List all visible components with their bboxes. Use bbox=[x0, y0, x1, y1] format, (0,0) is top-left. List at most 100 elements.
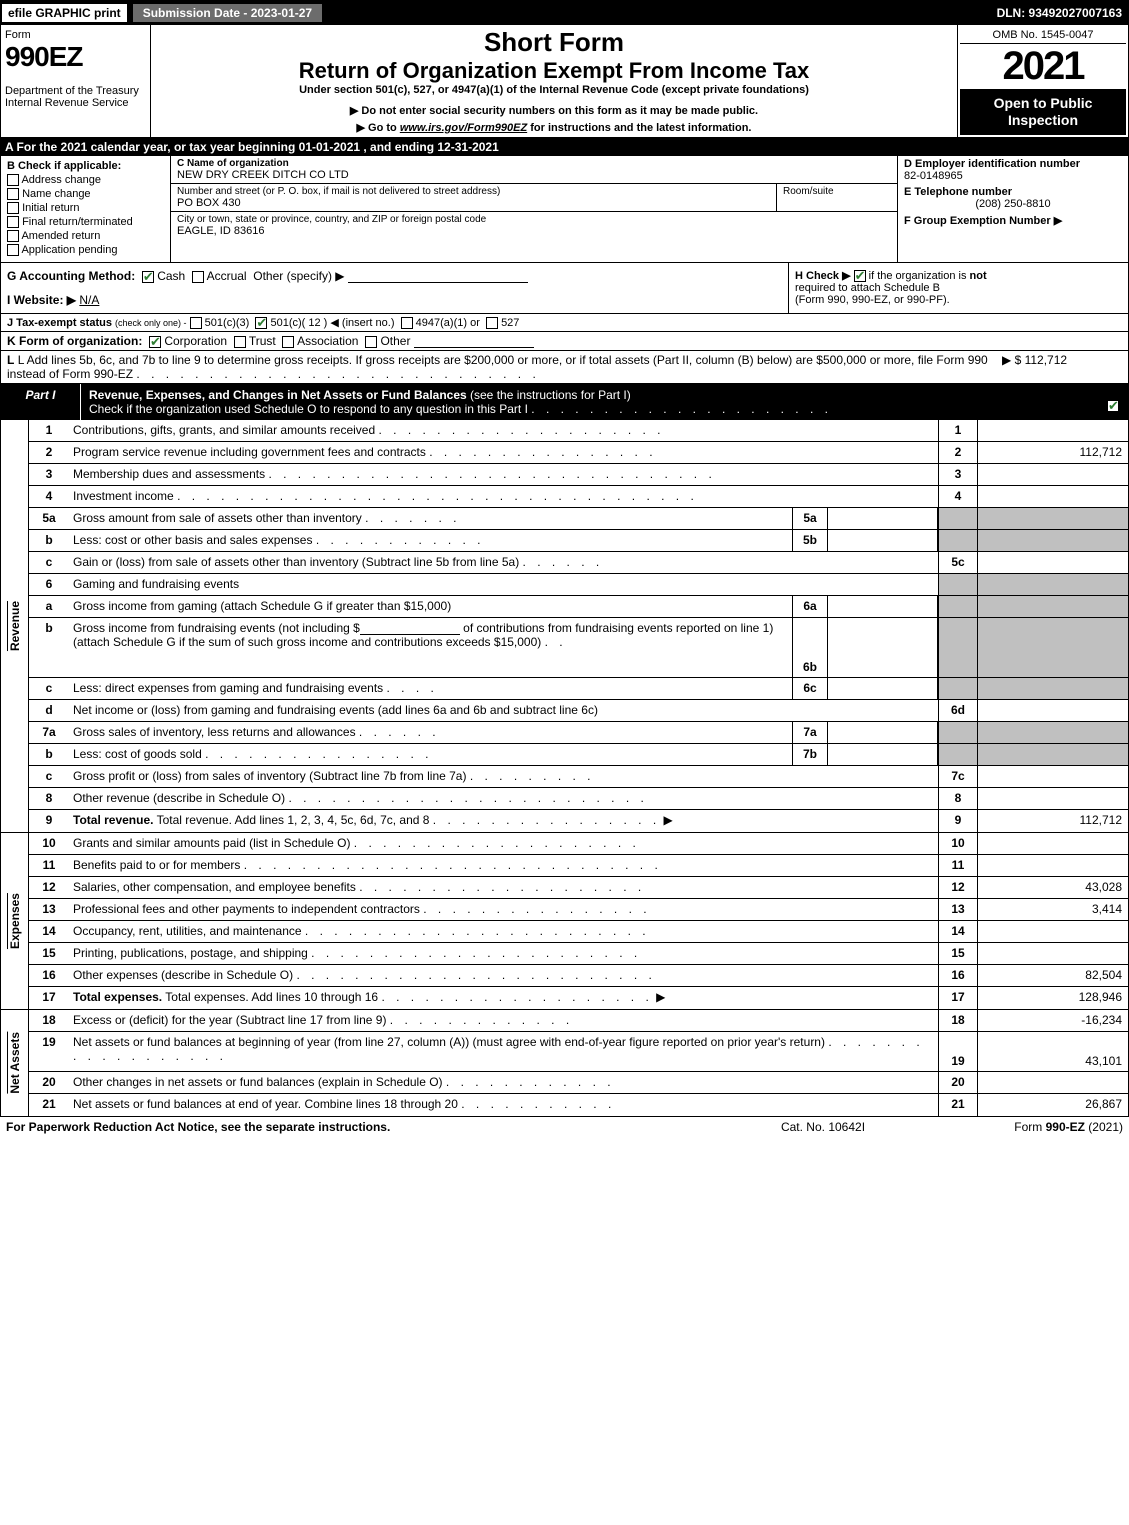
chk-trust[interactable] bbox=[234, 336, 246, 348]
chk-name-change[interactable]: Name change bbox=[7, 188, 164, 200]
org-name: NEW DRY CREEK DITCH CO LTD bbox=[177, 169, 891, 181]
header-mid: Short Form Return of Organization Exempt… bbox=[151, 25, 958, 137]
irs-label: Internal Revenue Service bbox=[5, 97, 146, 109]
part-i-label: Part I bbox=[1, 384, 81, 420]
row-j: J Tax-exempt status (check only one) - 5… bbox=[1, 314, 1128, 332]
ein-row: D Employer identification number 82-0148… bbox=[904, 158, 1122, 182]
chk-amended[interactable]: Amended return bbox=[7, 230, 164, 242]
l-value: ▶ $ 112,712 bbox=[1002, 353, 1122, 381]
paperwork-notice: For Paperwork Reduction Act Notice, see … bbox=[6, 1120, 723, 1134]
revenue-rows: 1Contributions, gifts, grants, and simil… bbox=[29, 420, 1128, 832]
room-cell: Room/suite bbox=[777, 184, 897, 211]
chk-527[interactable] bbox=[486, 317, 498, 329]
form-ref: Form 990-EZ (2021) bbox=[923, 1120, 1123, 1134]
under-section: Under section 501(c), 527, or 4947(a)(1)… bbox=[157, 84, 951, 96]
part-i-title: Revenue, Expenses, and Changes in Net As… bbox=[81, 384, 1098, 420]
tax-year: 2021 bbox=[960, 44, 1126, 89]
goto-link[interactable]: www.irs.gov/Form990EZ bbox=[400, 122, 527, 134]
addr-value: PO BOX 430 bbox=[177, 197, 770, 209]
i-label: I Website: ▶ bbox=[7, 293, 76, 307]
d-label: D Employer identification number bbox=[904, 158, 1122, 170]
chk-schedule-o[interactable] bbox=[1107, 400, 1119, 412]
ein-value: 82-0148965 bbox=[904, 170, 1122, 182]
accounting-method: G Accounting Method: Cash Accrual Other … bbox=[1, 263, 788, 313]
revenue-section: Revenue 1Contributions, gifts, grants, a… bbox=[1, 420, 1128, 833]
row-l: L L Add lines 5b, 6c, and 7b to line 9 t… bbox=[1, 351, 1128, 384]
expenses-rows: 10Grants and similar amounts paid (list … bbox=[29, 833, 1128, 1009]
col-d: D Employer identification number 82-0148… bbox=[898, 156, 1128, 263]
schedule-b-check: H Check ▶ if the organization is not req… bbox=[788, 263, 1128, 313]
addr-label: Number and street (or P. O. box, if mail… bbox=[177, 186, 770, 197]
chk-assoc[interactable] bbox=[282, 336, 294, 348]
h-line3: (Form 990, 990-EZ, or 990-PF). bbox=[795, 294, 1122, 306]
entity-block: B Check if applicable: Address change Na… bbox=[1, 156, 1128, 264]
col-c: C Name of organization NEW DRY CREEK DIT… bbox=[171, 156, 898, 263]
form-container: efile GRAPHIC print Submission Date - 20… bbox=[0, 0, 1129, 1117]
row-gh: G Accounting Method: Cash Accrual Other … bbox=[1, 263, 1128, 314]
h-not: not bbox=[970, 270, 987, 282]
city-row: City or town, state or province, country… bbox=[171, 212, 897, 239]
form-word: Form bbox=[5, 29, 146, 41]
topbar: efile GRAPHIC print Submission Date - 20… bbox=[1, 1, 1128, 25]
row-a: A For the 2021 calendar year, or tax yea… bbox=[1, 138, 1128, 156]
group-exemption-row: F Group Exemption Number ▶ bbox=[904, 214, 1122, 227]
address-row: Number and street (or P. O. box, if mail… bbox=[171, 184, 897, 212]
website-row: I Website: ▶ N/A bbox=[7, 293, 782, 307]
goto-line: ▶ Go to www.irs.gov/Form990EZ for instru… bbox=[157, 121, 951, 134]
net-assets-section: Net Assets 18Excess or (deficit) for the… bbox=[1, 1010, 1128, 1116]
dln-label: DLN: 93492027007163 bbox=[997, 6, 1128, 20]
part-i-header: Part I Revenue, Expenses, and Changes in… bbox=[1, 384, 1128, 420]
net-assets-rows: 18Excess or (deficit) for the year (Subt… bbox=[29, 1010, 1128, 1116]
g-label: G Accounting Method: bbox=[7, 269, 135, 283]
other-org-input[interactable] bbox=[414, 334, 534, 348]
cat-no: Cat. No. 10642I bbox=[723, 1120, 923, 1134]
f-label: F Group Exemption Number ▶ bbox=[904, 215, 1062, 227]
open-inspection: Open to Public Inspection bbox=[960, 89, 1126, 135]
return-title: Return of Organization Exempt From Incom… bbox=[157, 58, 951, 84]
efile-label: efile GRAPHIC print bbox=[1, 3, 128, 23]
h-post: if the organization is bbox=[866, 270, 970, 282]
chk-other-org[interactable] bbox=[365, 336, 377, 348]
org-name-row: C Name of organization NEW DRY CREEK DIT… bbox=[171, 156, 897, 184]
col-b: B Check if applicable: Address change Na… bbox=[1, 156, 171, 263]
chk-accrual[interactable] bbox=[192, 271, 204, 283]
ssn-warning: ▶ Do not enter social security numbers o… bbox=[157, 104, 951, 117]
website-value: N/A bbox=[79, 293, 99, 307]
chk-address-change[interactable]: Address change bbox=[7, 174, 164, 186]
submission-date: Submission Date - 2023-01-27 bbox=[132, 3, 323, 23]
chk-h[interactable] bbox=[854, 270, 866, 282]
revenue-sidebar: Revenue bbox=[1, 420, 29, 832]
net-assets-sidebar: Net Assets bbox=[1, 1010, 29, 1116]
other-specify-input[interactable] bbox=[348, 269, 528, 283]
chk-501c3[interactable] bbox=[190, 317, 202, 329]
k-label: K Form of organization: bbox=[7, 334, 142, 348]
chk-4947[interactable] bbox=[401, 317, 413, 329]
expenses-sidebar: Expenses bbox=[1, 833, 29, 1009]
chk-pending[interactable]: Application pending bbox=[7, 244, 164, 256]
chk-501c[interactable] bbox=[255, 317, 267, 329]
c-label: C Name of organization bbox=[177, 158, 891, 169]
h-line2: required to attach Schedule B bbox=[795, 282, 1122, 294]
short-form-title: Short Form bbox=[157, 27, 951, 58]
goto-pre: ▶ Go to bbox=[357, 122, 400, 134]
omb-number: OMB No. 1545-0047 bbox=[960, 27, 1126, 44]
phone-row: E Telephone number (208) 250-8810 bbox=[904, 186, 1122, 210]
part-i-check bbox=[1098, 384, 1128, 420]
city-label: City or town, state or province, country… bbox=[177, 214, 891, 225]
chk-corp[interactable] bbox=[149, 336, 161, 348]
row-k: K Form of organization: Corporation Trus… bbox=[1, 332, 1128, 351]
city-value: EAGLE, ID 83616 bbox=[177, 225, 891, 237]
header-right: OMB No. 1545-0047 2021 Open to Public In… bbox=[958, 25, 1128, 137]
j-sub: (check only one) - bbox=[115, 318, 187, 328]
header-left: Form 990EZ Department of the Treasury In… bbox=[1, 25, 151, 137]
chk-final-return[interactable]: Final return/terminated bbox=[7, 216, 164, 228]
footer: For Paperwork Reduction Act Notice, see … bbox=[0, 1117, 1129, 1137]
goto-post: for instructions and the latest informat… bbox=[527, 122, 751, 134]
e-label: E Telephone number bbox=[904, 186, 1122, 198]
form-header: Form 990EZ Department of the Treasury In… bbox=[1, 25, 1128, 138]
chk-initial-return[interactable]: Initial return bbox=[7, 202, 164, 214]
h-pre: H Check ▶ bbox=[795, 270, 854, 282]
chk-cash[interactable] bbox=[142, 271, 154, 283]
form-number: 990EZ bbox=[5, 41, 146, 73]
phone-value: (208) 250-8810 bbox=[904, 198, 1122, 210]
